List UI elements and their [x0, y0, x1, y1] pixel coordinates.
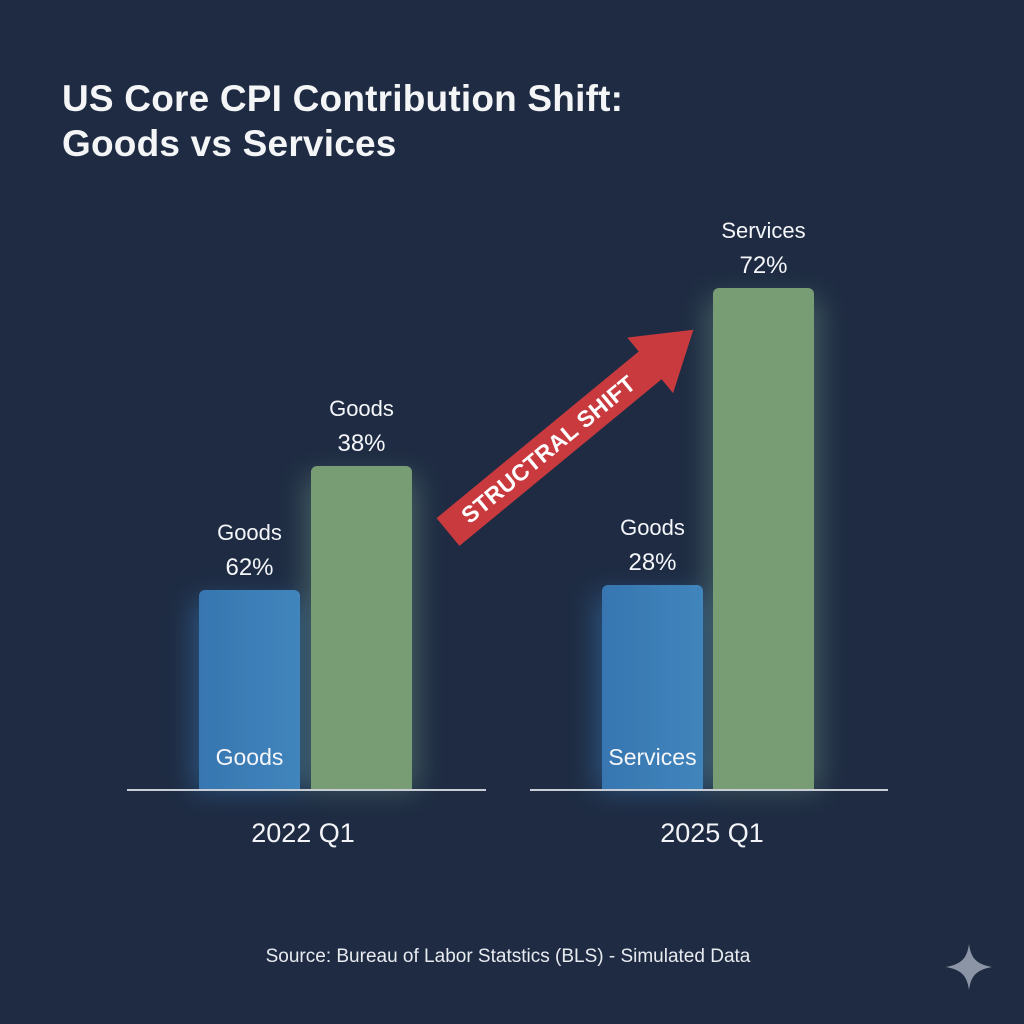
chart-title-line-2: Goods vs Services — [62, 123, 397, 164]
bar-value-label: 38% — [337, 430, 385, 457]
sparkle-icon — [946, 944, 992, 990]
bar-goods — [602, 585, 703, 796]
bar-inner-label: Services — [608, 744, 696, 770]
bar-series-label: Goods — [329, 396, 394, 421]
x-tick-label: 2022 Q1 — [251, 818, 355, 848]
bar-value-label: 72% — [739, 252, 787, 279]
bar-inner-label: Goods — [216, 744, 284, 770]
bar-value-label: 28% — [628, 549, 676, 576]
arrow-label: STRUCTRAL SHIFT — [456, 370, 640, 528]
bar-services — [713, 288, 814, 796]
x-tick-label: 2025 Q1 — [660, 818, 764, 848]
chart-title-line-1: US Core CPI Contribution Shift: — [62, 78, 624, 119]
arrow-shape — [436, 329, 694, 546]
bar-services — [311, 466, 412, 796]
bar-goods — [199, 590, 300, 796]
source-note: Source: Bureau of Labor Statstics (BLS) … — [265, 946, 751, 967]
bar-series-label: Goods — [620, 515, 685, 540]
bar-series-label: Services — [721, 218, 805, 243]
bar-series-label: Goods — [217, 520, 282, 545]
chart-title: US Core CPI Contribution Shift: Goods vs… — [62, 76, 623, 166]
bar-value-label: 62% — [225, 554, 273, 581]
